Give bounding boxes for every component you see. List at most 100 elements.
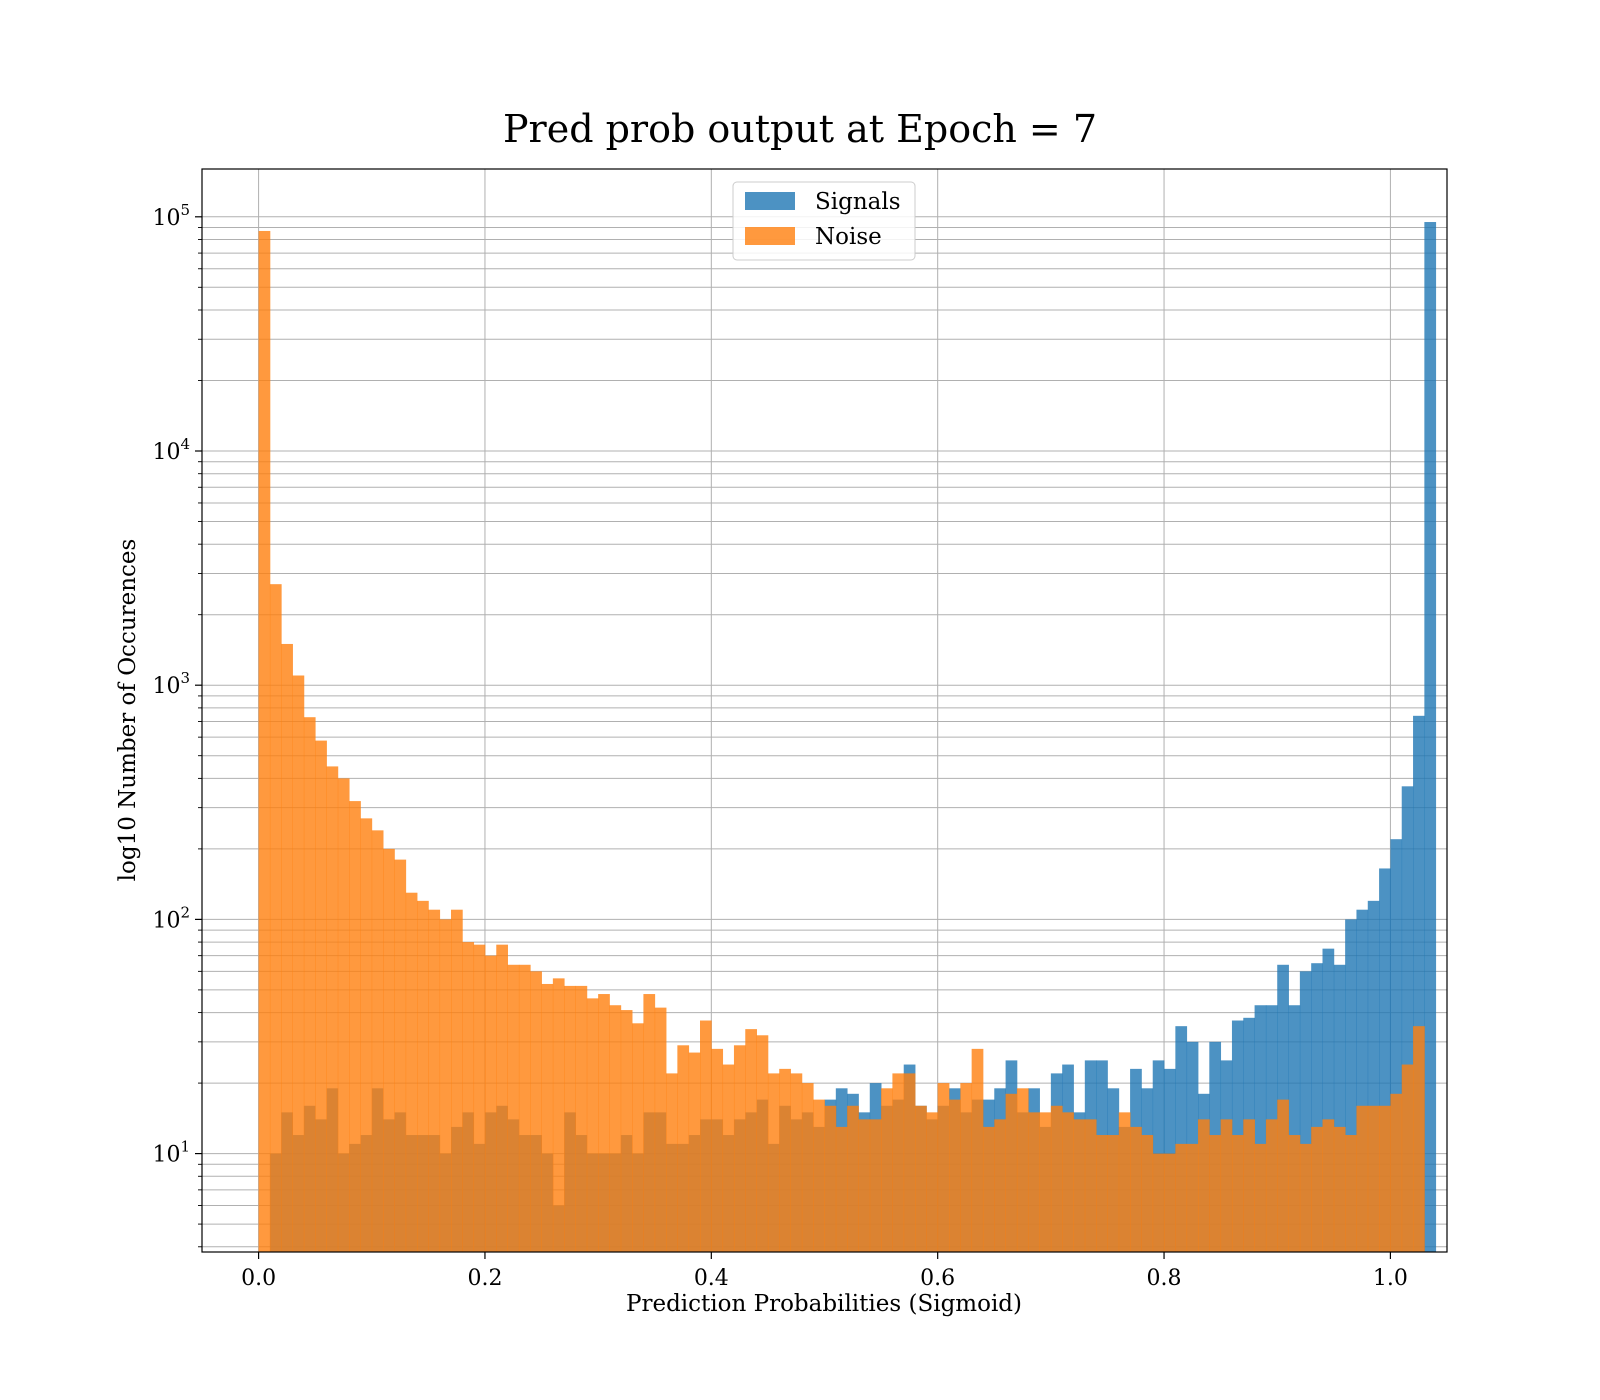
noise-bar	[1050, 1105, 1063, 1252]
noise-bar	[722, 1064, 735, 1252]
noise-bar	[1152, 1153, 1165, 1252]
noise-bar	[1333, 1126, 1346, 1252]
noise-bar	[858, 1119, 871, 1252]
noise-bar	[847, 1105, 859, 1252]
x-tick-label: 0.8	[1147, 1266, 1182, 1291]
signals-bar	[1311, 963, 1323, 1252]
noise-bar	[337, 778, 350, 1252]
noise-bar	[1401, 1064, 1414, 1252]
noise-bar	[801, 1083, 814, 1252]
signals-bar	[1367, 900, 1380, 1252]
noise-bar	[813, 1099, 825, 1252]
noise-bar	[371, 830, 384, 1252]
noise-bar	[1390, 1093, 1403, 1252]
noise-bar	[417, 900, 429, 1252]
noise-bar	[1062, 1112, 1074, 1252]
y-tick-label: 105	[152, 201, 190, 231]
noise-bar	[1107, 1135, 1120, 1252]
y-tick-exponent: 1	[180, 1138, 190, 1156]
noise-bar	[632, 1023, 644, 1252]
noise-bar	[451, 909, 463, 1252]
noise-bar	[1073, 1119, 1086, 1252]
noise-bar	[1209, 1135, 1222, 1252]
x-axis-ticks: 0.0 0.2 0.4 0.6 0.8 1.0	[241, 1252, 1408, 1291]
y-tick-exponent: 2	[180, 903, 190, 921]
y-tick-base: 10	[152, 1143, 180, 1168]
noise-bar	[1028, 1112, 1040, 1252]
noise-bar	[937, 1083, 950, 1252]
signals-bar	[1424, 222, 1437, 1252]
signals-bar	[1288, 1005, 1301, 1252]
signals-legend-label: Signals	[815, 189, 901, 215]
noise-bar	[1277, 1099, 1289, 1252]
noise-bar	[1005, 1093, 1018, 1252]
noise-bar	[564, 985, 576, 1252]
noise-bar	[394, 859, 407, 1252]
signals-bar	[1322, 948, 1335, 1252]
noise-bars	[258, 230, 1425, 1252]
noise-legend-label: Noise	[815, 224, 882, 250]
noise-bar	[1265, 1119, 1278, 1252]
y-tick-base: 10	[152, 674, 180, 699]
y-tick-exponent: 4	[180, 435, 190, 453]
noise-bar	[745, 1029, 757, 1252]
noise-bar	[700, 1020, 712, 1252]
noise-bar	[1084, 1119, 1097, 1252]
noise-bar	[609, 1005, 622, 1252]
y-tick-label: 102	[152, 903, 190, 933]
noise-bar	[654, 1007, 667, 1252]
noise-bar	[1254, 1143, 1267, 1252]
signals-bar	[1390, 839, 1403, 1252]
noise-bar	[530, 971, 542, 1252]
noise-bar	[326, 766, 339, 1252]
noise-bar	[1356, 1105, 1369, 1252]
noise-bar	[1198, 1119, 1210, 1252]
noise-bar	[790, 1073, 803, 1252]
noise-bar	[586, 998, 599, 1252]
y-axis-label: log10 Number of Occurences	[115, 539, 141, 882]
noise-bar	[971, 1048, 984, 1252]
x-axis-label: Prediction Probabilities (Sigmoid)	[626, 1291, 1022, 1317]
noise-bar	[462, 942, 475, 1252]
noise-bar	[1220, 1119, 1233, 1252]
signals-bar	[1299, 971, 1312, 1252]
noise-bar	[473, 944, 486, 1252]
signals-bar	[1356, 909, 1369, 1252]
y-tick-base: 10	[152, 440, 180, 465]
y-tick-label: 103	[152, 669, 190, 699]
noise-bar	[598, 994, 610, 1252]
noise-bar	[892, 1073, 905, 1252]
noise-bar	[1039, 1112, 1052, 1252]
noise-bar	[383, 848, 395, 1252]
noise-bar	[982, 1126, 995, 1252]
noise-bar	[1243, 1119, 1255, 1252]
signals-bar	[1379, 868, 1391, 1252]
noise-bar	[1288, 1135, 1301, 1252]
noise-bar	[269, 584, 282, 1252]
noise-bar	[1311, 1126, 1323, 1252]
noise-bar	[915, 1105, 927, 1252]
signals-bar	[1401, 786, 1414, 1252]
signals-bar	[1254, 1005, 1267, 1252]
noise-bar	[767, 1073, 780, 1252]
noise-bar	[994, 1119, 1006, 1252]
noise-bar	[405, 892, 418, 1252]
noise-bar	[1413, 1026, 1425, 1252]
y-tick-label: 101	[152, 1138, 190, 1168]
x-tick-label: 1.0	[1373, 1266, 1408, 1291]
plot-frame	[201, 168, 1448, 1253]
noise-bar	[552, 978, 565, 1252]
noise-bar	[575, 985, 588, 1252]
noise-bar	[315, 740, 327, 1252]
noise-bar	[439, 919, 452, 1252]
noise-bar	[1186, 1143, 1199, 1252]
noise-bar	[428, 909, 441, 1252]
y-tick-exponent: 5	[180, 201, 190, 219]
signals-bar	[1333, 964, 1346, 1252]
noise-bar	[779, 1068, 791, 1252]
noise-bar	[496, 944, 508, 1252]
noise-bar	[926, 1112, 939, 1252]
y-tick-base: 10	[152, 206, 180, 231]
